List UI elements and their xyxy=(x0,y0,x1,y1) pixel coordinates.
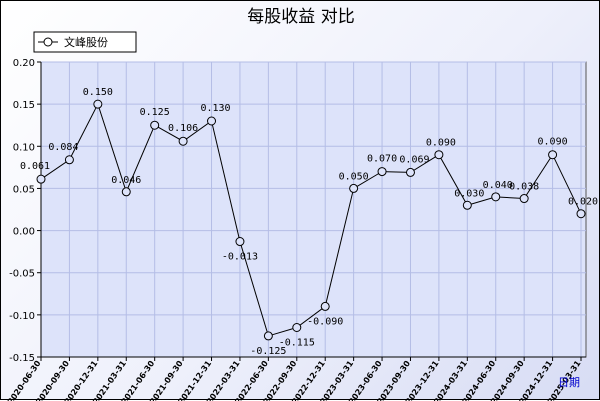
data-label: -0.013 xyxy=(222,252,258,263)
chart-title: 每股收益 对比 xyxy=(247,7,354,27)
data-label: 0.050 xyxy=(339,171,369,182)
data-label: 0.020 xyxy=(568,197,598,208)
data-point xyxy=(235,237,245,247)
data-label: 0.069 xyxy=(399,154,429,165)
series-polyline xyxy=(40,102,582,337)
y-tick-label: 0.05 xyxy=(13,184,35,195)
data-label: 0.106 xyxy=(168,123,198,134)
legend: 文峰股份 xyxy=(33,31,137,53)
y-tick-label: -0.05 xyxy=(9,269,35,280)
grid-lines xyxy=(40,61,586,358)
data-label: 0.040 xyxy=(483,180,513,191)
data-point xyxy=(405,167,415,177)
data-point xyxy=(462,200,472,210)
data-label: 0.090 xyxy=(426,138,456,149)
y-tick-label: 0.00 xyxy=(13,227,35,238)
data-point xyxy=(263,331,273,341)
data-point xyxy=(349,183,359,193)
data-label: -0.090 xyxy=(307,316,343,327)
data-label: 0.125 xyxy=(140,107,170,118)
data-point xyxy=(64,155,74,165)
data-label: -0.115 xyxy=(279,338,315,349)
data-label: 0.070 xyxy=(367,154,397,165)
legend-marker xyxy=(43,37,53,47)
plot-area xyxy=(40,61,587,358)
data-point xyxy=(320,301,330,311)
y-tick-label: 0.15 xyxy=(13,100,35,111)
x-axis: 2020-06-302020-09-302020-12-312021-03-31… xyxy=(6,356,586,401)
data-label: 0.046 xyxy=(111,175,141,186)
data-point xyxy=(36,174,46,184)
x-tick-label: 2020-06-30 xyxy=(6,359,43,401)
y-tick-label: -0.10 xyxy=(9,311,35,322)
data-point xyxy=(434,150,444,160)
data-point xyxy=(576,209,586,219)
data-point xyxy=(548,150,558,160)
y-tick-label: -0.15 xyxy=(9,353,35,364)
data-label: 0.090 xyxy=(538,137,568,148)
data-label: 0.084 xyxy=(48,142,78,153)
data-point xyxy=(377,167,387,177)
data-label: 0.061 xyxy=(20,161,50,172)
data-point xyxy=(207,116,217,126)
data-label: 0.150 xyxy=(83,87,113,98)
data-point xyxy=(150,120,160,130)
data-point xyxy=(121,187,131,197)
y-axis: 0.20 0.15 0.10 0.05 0.00 -0.05 -0.10 -0.15 xyxy=(9,58,42,364)
data-label: -0.125 xyxy=(250,346,286,357)
y-tick-label: 0.10 xyxy=(13,142,35,153)
y-tick-label: 0.20 xyxy=(13,58,35,69)
legend-box xyxy=(33,31,137,53)
data-point xyxy=(93,99,103,109)
data-label: 0.038 xyxy=(509,182,539,193)
data-point xyxy=(491,192,501,202)
data-point xyxy=(292,323,302,332)
legend-series-name: 文峰股份 xyxy=(64,35,108,49)
data-point xyxy=(519,194,529,204)
x-axis-name: 日期 xyxy=(558,376,580,389)
data-point xyxy=(178,136,188,146)
data-label: 0.030 xyxy=(454,188,484,199)
data-label: 0.130 xyxy=(200,103,230,114)
